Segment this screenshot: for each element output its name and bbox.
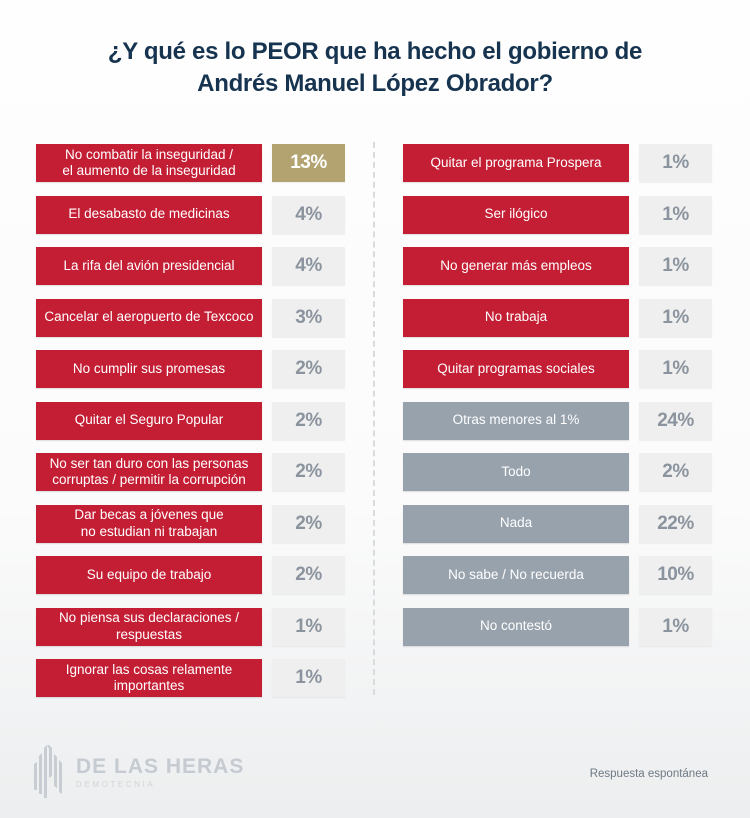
category-value: 1% (639, 195, 712, 234)
de-las-heras-logo-icon (34, 742, 68, 803)
chart-row: Ser ilógico 1% (403, 195, 712, 234)
chart-row: Ignorar las cosas relamente importantes … (36, 659, 345, 697)
category-value: 4% (272, 195, 345, 234)
chart-row: Todo 2% (403, 453, 712, 491)
chart-row: Su equipo de trabajo 2% (36, 556, 345, 594)
category-value: 3% (272, 298, 345, 337)
footer-note: Respuesta espontánea (589, 768, 708, 780)
category-value: 2% (639, 453, 712, 491)
chart-row: Dar becas a jóvenes que no estudian ni t… (36, 504, 345, 543)
category-label: Todo (403, 453, 629, 491)
chart-row: Quitar el programa Prospera 1% (403, 144, 712, 182)
category-value: 1% (639, 298, 712, 337)
category-label: Ignorar las cosas relamente importantes (36, 659, 262, 697)
category-label: Su equipo de trabajo (36, 556, 262, 594)
chart-column-right: Quitar el programa Prospera 1% Ser ilógi… (403, 144, 712, 646)
category-value: 1% (272, 607, 345, 646)
chart-row: No piensa sus declaraciones / respuestas… (36, 607, 345, 646)
brand-subtitle: DEMOTECNIA (76, 780, 156, 789)
brand-logo: DE LAS HERAS DEMOTECNIA (34, 742, 244, 803)
category-label: No cumplir sus promesas (36, 350, 262, 388)
category-value: 2% (272, 504, 345, 543)
chart-row: No trabaja 1% (403, 298, 712, 337)
category-value: 2% (272, 453, 345, 491)
category-value: 2% (272, 401, 345, 440)
category-value: 24% (639, 401, 712, 440)
category-value: 13% (272, 144, 345, 182)
category-value: 4% (272, 247, 345, 285)
category-label: Quitar el programa Prospera (403, 144, 629, 182)
category-label: No ser tan duro con las personas corrupt… (36, 453, 262, 491)
category-label: Otras menores al 1% (403, 401, 629, 440)
chart-row: El desabasto de medicinas 4% (36, 195, 345, 234)
category-label: No contestó (403, 607, 629, 646)
chart-row: No cumplir sus promesas 2% (36, 350, 345, 388)
category-value: 2% (272, 556, 345, 594)
category-value: 1% (639, 350, 712, 388)
chart-row: Otras menores al 1% 24% (403, 401, 712, 440)
category-value: 2% (272, 350, 345, 388)
category-label: No trabaja (403, 298, 629, 337)
category-label: Nada (403, 504, 629, 543)
category-value: 1% (639, 144, 712, 182)
chart-row: Nada 22% (403, 504, 712, 543)
category-label: No combatir la inseguridad / el aumento … (36, 144, 262, 182)
category-value: 10% (639, 556, 712, 594)
category-label: Dar becas a jóvenes que no estudian ni t… (36, 504, 262, 543)
chart-row: La rifa del avión presidencial 4% (36, 247, 345, 285)
category-label: No generar más empleos (403, 247, 629, 285)
chart-row: Quitar programas sociales 1% (403, 350, 712, 388)
chart-row: No sabe / No recuerda 10% (403, 556, 712, 594)
category-value: 1% (639, 607, 712, 646)
chart-row: No generar más empleos 1% (403, 247, 712, 285)
category-label: El desabasto de medicinas (36, 195, 262, 234)
page-title: ¿Y qué es lo PEOR que ha hecho el gobier… (107, 38, 643, 98)
category-label: La rifa del avión presidencial (36, 247, 262, 285)
category-label: No piensa sus declaraciones / respuestas (36, 607, 262, 646)
category-value: 1% (272, 659, 345, 697)
chart-row: Cancelar el aeropuerto de Texcoco 3% (36, 298, 345, 337)
chart-row: Quitar el Seguro Popular 2% (36, 401, 345, 440)
brand-name: DE LAS HERAS (76, 755, 245, 778)
category-label: Cancelar el aeropuerto de Texcoco (36, 298, 262, 337)
category-label: Quitar el Seguro Popular (36, 401, 262, 440)
brand-text: DE LAS HERAS DEMOTECNIA (76, 756, 244, 789)
chart-row: No contestó 1% (403, 607, 712, 646)
chart-row: No combatir la inseguridad / el aumento … (36, 144, 345, 182)
category-value: 1% (639, 247, 712, 285)
category-value: 22% (639, 504, 712, 543)
chart-column-left: No combatir la inseguridad / el aumento … (36, 144, 345, 697)
column-divider (373, 142, 375, 695)
category-label: Quitar programas sociales (403, 350, 629, 388)
category-label: No sabe / No recuerda (403, 556, 629, 594)
chart-row: No ser tan duro con las personas corrupt… (36, 453, 345, 491)
category-label: Ser ilógico (403, 195, 629, 234)
